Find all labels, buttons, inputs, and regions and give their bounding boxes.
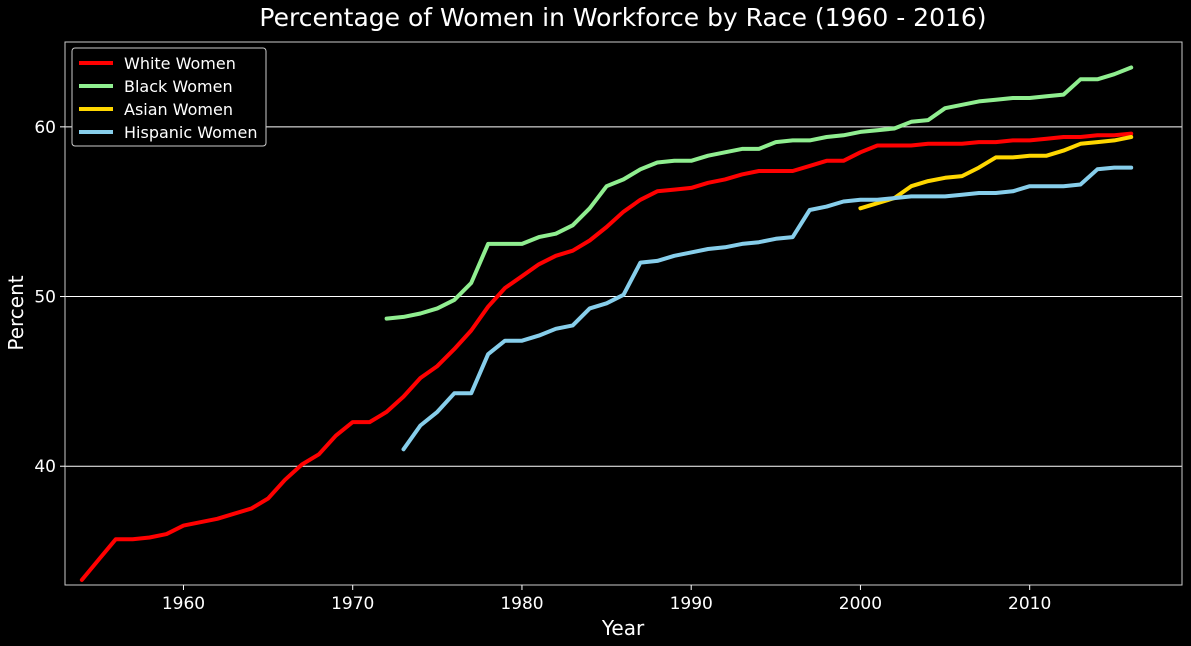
series-line-hispanic-women <box>401 165 1134 452</box>
legend-label: Black Women <box>124 77 233 96</box>
x-tick-label: 1990 <box>670 594 713 614</box>
x-tick-label: 2010 <box>1008 594 1051 614</box>
axis-ticks: 40 50 60 1960 1970 1980 1990 2000 2010 <box>34 118 1051 614</box>
series-line-white-women <box>79 131 1134 582</box>
series-line-black-women <box>384 65 1134 321</box>
chart-title: Percentage of Women in Workforce by Race… <box>259 3 986 32</box>
legend-label: White Women <box>124 54 236 73</box>
series-line-asian-women <box>858 135 1134 211</box>
x-tick-label: 1980 <box>500 594 543 614</box>
legend-box <box>71 47 267 147</box>
x-axis-label: Year <box>601 616 645 640</box>
y-axis-label: Percent <box>4 275 28 350</box>
legend-label: Hispanic Women <box>124 123 257 142</box>
y-tick-label: 60 <box>34 118 56 138</box>
y-tick-label: 50 <box>34 288 56 308</box>
x-tick-label: 1960 <box>162 594 205 614</box>
x-tick-label: 2000 <box>839 594 882 614</box>
series-lines <box>79 65 1134 582</box>
x-tick-label: 1970 <box>331 594 374 614</box>
y-tick-label: 40 <box>34 457 56 477</box>
legend-label: Asian Women <box>124 100 233 119</box>
plot-frame <box>64 41 1183 586</box>
legend: White Women Black Women Asian Women Hispani… <box>71 47 267 147</box>
